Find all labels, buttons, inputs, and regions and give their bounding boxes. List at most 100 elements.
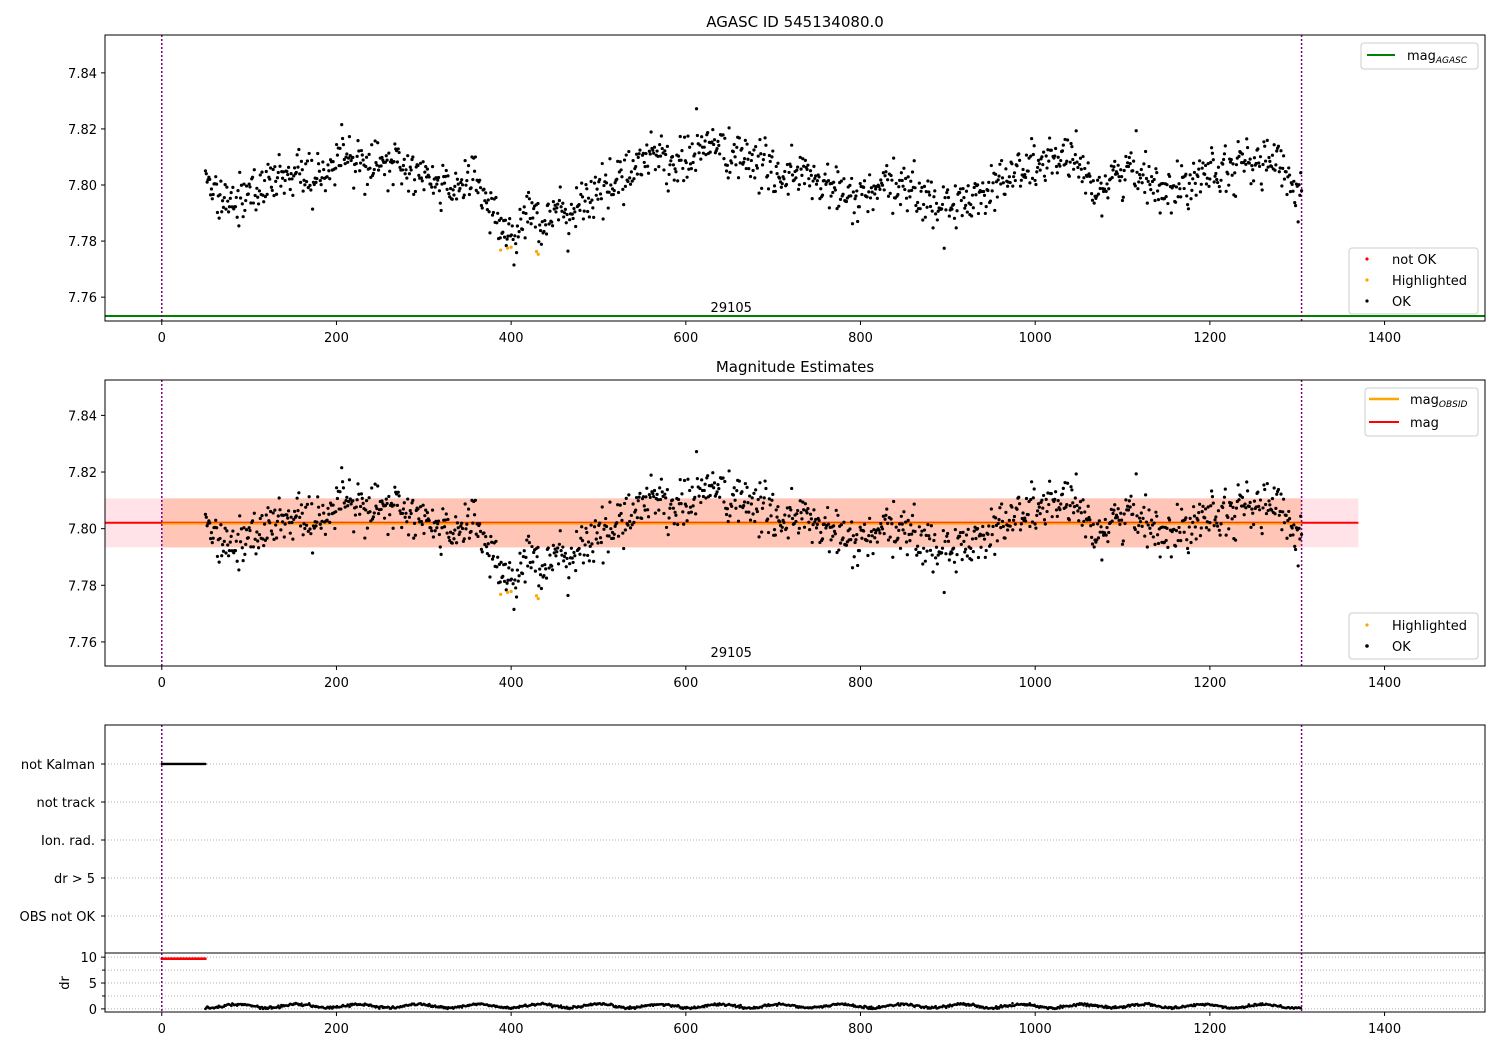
ok-point — [287, 177, 292, 181]
ok-point — [572, 206, 576, 211]
ok-point — [1129, 151, 1133, 155]
ok-point — [1191, 520, 1195, 524]
ok-point — [952, 560, 957, 564]
ok-point — [522, 205, 526, 209]
dr-point — [898, 1004, 902, 1007]
ok-point — [269, 185, 274, 189]
ok-point — [662, 511, 666, 516]
ok-point — [1158, 211, 1162, 215]
ok-point — [916, 544, 920, 548]
ok-point — [1137, 523, 1141, 528]
ok-point — [820, 537, 825, 541]
ok-point — [1182, 186, 1186, 191]
ok-point — [712, 138, 717, 142]
ok-point — [373, 139, 377, 143]
ok-point — [598, 192, 603, 196]
ok-point — [969, 546, 973, 550]
ok-point — [1090, 542, 1095, 546]
ok-point — [1011, 528, 1015, 532]
ok-point — [395, 503, 400, 508]
ok-point — [520, 571, 525, 576]
ok-point — [275, 519, 280, 523]
ok-point — [554, 554, 558, 558]
ok-point — [755, 509, 759, 514]
ok-point — [520, 227, 525, 232]
ok-point — [1106, 540, 1110, 544]
dr-point — [559, 1004, 563, 1007]
ok-point — [584, 183, 588, 187]
ok-point — [646, 508, 650, 512]
ok-point — [1223, 144, 1227, 148]
ok-point — [913, 186, 917, 190]
dr-point — [230, 1004, 233, 1008]
ok-point — [880, 183, 885, 187]
ok-point — [577, 203, 581, 207]
ok-point — [668, 163, 672, 167]
ok-point — [561, 201, 565, 205]
ok-point — [1096, 192, 1101, 196]
ok-point — [244, 184, 249, 188]
ok-point — [1141, 516, 1145, 520]
ok-point — [1059, 502, 1063, 506]
ok-point — [1030, 137, 1034, 141]
ok-point — [562, 211, 567, 215]
ok-point — [1068, 160, 1072, 164]
ok-point — [764, 486, 768, 491]
ok-point — [592, 181, 597, 185]
ok-point — [486, 198, 490, 202]
ok-point — [715, 490, 719, 494]
ok-point — [1133, 184, 1137, 188]
ok-point — [935, 562, 939, 566]
ok-point — [801, 500, 805, 504]
ok-point — [1072, 161, 1077, 165]
highlighted-point — [534, 594, 539, 598]
ok-point — [826, 162, 830, 166]
ok-point — [780, 525, 784, 529]
estimates-legend-mag: mag — [1410, 416, 1439, 431]
y-tick-label: 0 — [89, 1003, 97, 1018]
ok-point — [634, 495, 639, 500]
ok-point — [266, 506, 270, 510]
ok-point — [1257, 508, 1262, 512]
ok-point — [661, 151, 665, 155]
ok-point — [226, 210, 231, 214]
ok-point — [934, 545, 939, 549]
ok-point — [1249, 525, 1253, 529]
ok-point — [1124, 154, 1128, 159]
ok-point — [1086, 504, 1090, 508]
x-tick-label: 800 — [848, 676, 873, 691]
ok-point — [392, 160, 396, 164]
ok-point — [1226, 172, 1230, 176]
ok-point — [930, 209, 934, 213]
ok-point — [904, 176, 908, 181]
ok-point — [805, 511, 809, 515]
ok-point — [839, 179, 843, 183]
ok-point — [461, 539, 466, 544]
ok-point — [291, 537, 295, 541]
dr-clipped-point — [204, 957, 207, 960]
ok-point — [220, 554, 224, 558]
ok-point — [993, 552, 997, 556]
ok-point — [641, 495, 645, 499]
ok-point — [317, 169, 322, 173]
ok-point — [436, 522, 440, 526]
ok-point — [1032, 487, 1036, 491]
ok-point — [1299, 171, 1303, 175]
ok-point — [1293, 544, 1297, 548]
x-tick-label: 600 — [673, 1022, 698, 1037]
ok-point — [398, 165, 402, 169]
ok-point — [460, 183, 465, 187]
ok-point — [265, 536, 269, 540]
ok-point — [358, 169, 362, 173]
ok-point — [1287, 517, 1292, 521]
ok-point — [1043, 178, 1047, 182]
ok-point — [921, 218, 925, 222]
ok-point — [463, 158, 467, 163]
ok-point — [1100, 214, 1104, 218]
ok-point — [215, 554, 220, 559]
ok-point — [924, 533, 928, 537]
ok-point — [752, 148, 756, 152]
ok-point — [1204, 182, 1209, 186]
ok-point — [1048, 136, 1052, 140]
ok-point — [972, 529, 976, 533]
